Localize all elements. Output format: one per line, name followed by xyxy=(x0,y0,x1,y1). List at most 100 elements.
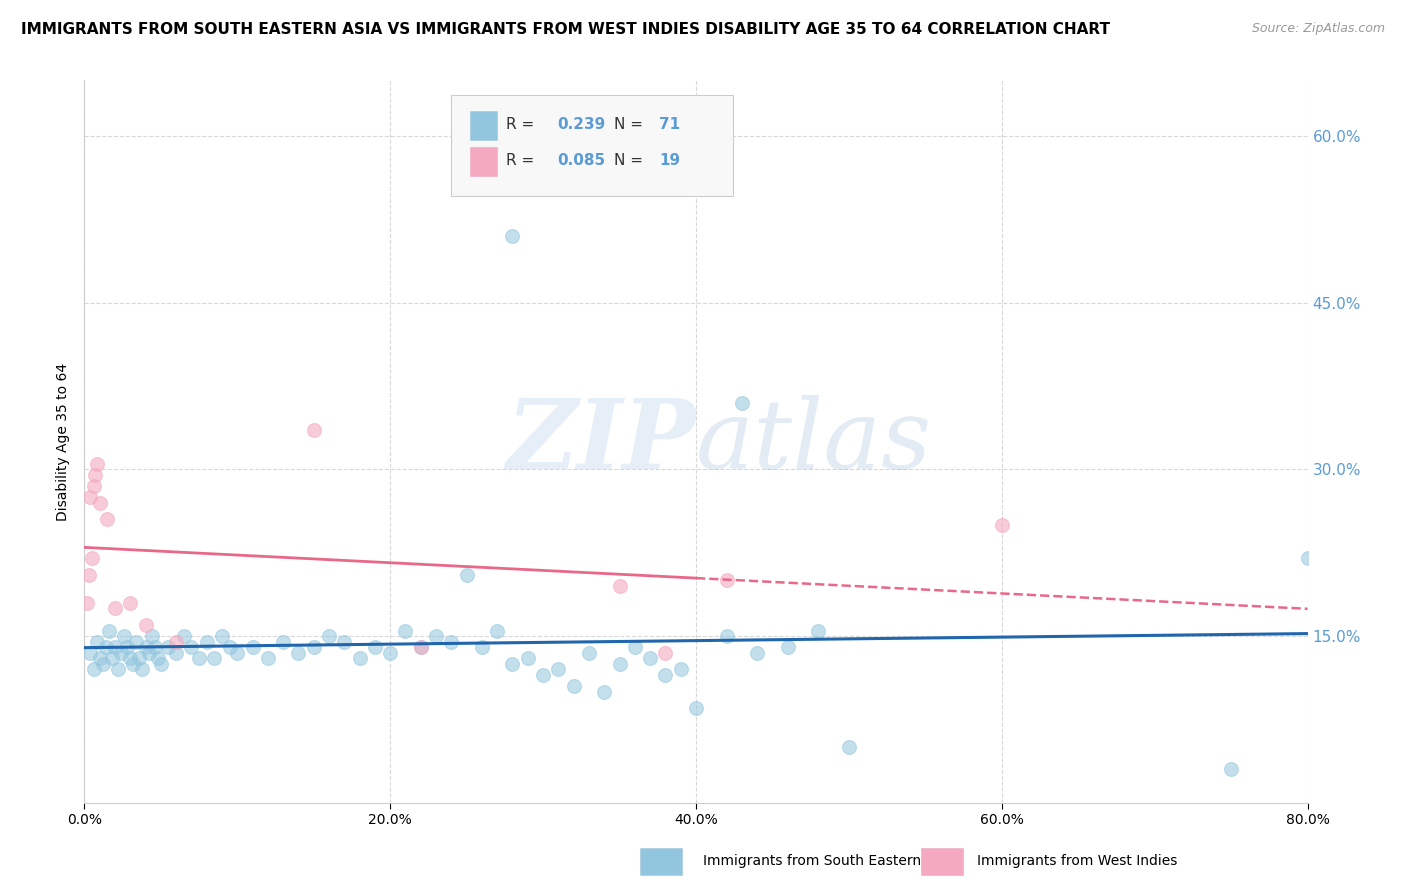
Point xyxy=(669,662,692,676)
Point xyxy=(716,629,738,643)
Y-axis label: Disability Age 35 to 64: Disability Age 35 to 64 xyxy=(56,362,70,521)
Text: Immigrants from South Eastern Asia: Immigrants from South Eastern Asia xyxy=(703,854,955,868)
Text: Source: ZipAtlas.com: Source: ZipAtlas.com xyxy=(1251,22,1385,36)
Point xyxy=(547,662,569,676)
Point xyxy=(96,512,118,526)
Point xyxy=(654,646,676,660)
Text: Immigrants from West Indies: Immigrants from West Indies xyxy=(977,854,1178,868)
Point xyxy=(97,624,120,638)
Point xyxy=(271,634,294,648)
Point xyxy=(77,568,100,582)
Point xyxy=(135,640,157,655)
Point xyxy=(409,640,432,655)
Point xyxy=(76,596,98,610)
Point xyxy=(125,634,148,648)
Point xyxy=(79,646,101,660)
Text: IMMIGRANTS FROM SOUTH EASTERN ASIA VS IMMIGRANTS FROM WEST INDIES DISABILITY AGE: IMMIGRANTS FROM SOUTH EASTERN ASIA VS IM… xyxy=(21,22,1111,37)
Point xyxy=(318,629,340,643)
Point xyxy=(302,640,325,655)
Text: R =: R = xyxy=(506,153,534,168)
Point xyxy=(654,668,676,682)
Point xyxy=(94,640,117,655)
Point xyxy=(807,624,830,638)
Point xyxy=(593,684,616,698)
Point xyxy=(502,657,524,671)
Text: atlas: atlas xyxy=(696,394,932,489)
Point xyxy=(80,551,103,566)
Point xyxy=(838,740,860,755)
Point xyxy=(624,640,647,655)
Text: ZIP: ZIP xyxy=(506,394,696,489)
Bar xyxy=(470,147,496,177)
Point xyxy=(115,640,138,655)
Point xyxy=(83,479,105,493)
Point xyxy=(638,651,661,665)
Text: N =: N = xyxy=(614,153,643,168)
Point xyxy=(165,634,187,648)
Point xyxy=(440,634,463,648)
Point xyxy=(86,634,108,648)
Point xyxy=(157,640,180,655)
Point xyxy=(195,634,218,648)
Point xyxy=(211,629,233,643)
Point xyxy=(173,629,195,643)
Point xyxy=(716,574,738,588)
Point xyxy=(128,651,150,665)
Point xyxy=(86,457,108,471)
Point xyxy=(226,646,249,660)
Text: 0.239: 0.239 xyxy=(558,117,606,132)
Point xyxy=(471,640,494,655)
Point xyxy=(202,651,225,665)
Point xyxy=(149,657,172,671)
Point xyxy=(165,646,187,660)
Point xyxy=(609,657,631,671)
Point xyxy=(120,651,142,665)
Point xyxy=(257,651,280,665)
Point xyxy=(486,624,509,638)
Point xyxy=(218,640,240,655)
Point xyxy=(1296,551,1319,566)
Point xyxy=(122,657,145,671)
Point xyxy=(107,662,129,676)
Point xyxy=(83,662,105,676)
Point xyxy=(516,651,538,665)
Text: N =: N = xyxy=(614,117,643,132)
Point xyxy=(578,646,600,660)
Point xyxy=(302,424,325,438)
Point xyxy=(562,679,585,693)
Point xyxy=(991,517,1014,532)
Point xyxy=(135,618,157,632)
Point xyxy=(141,629,163,643)
Bar xyxy=(470,112,496,140)
Point xyxy=(188,651,211,665)
Point xyxy=(242,640,264,655)
Point xyxy=(287,646,309,660)
Point xyxy=(685,701,707,715)
Point xyxy=(143,640,166,655)
Text: 19: 19 xyxy=(659,153,681,168)
Point xyxy=(104,601,127,615)
Point xyxy=(349,651,371,665)
Point xyxy=(89,496,111,510)
Point xyxy=(531,668,554,682)
Point xyxy=(502,228,524,243)
Point xyxy=(333,634,356,648)
Point xyxy=(456,568,478,582)
Point xyxy=(1220,763,1243,777)
Point xyxy=(112,629,135,643)
Point xyxy=(609,579,631,593)
Point xyxy=(731,395,754,409)
Point xyxy=(180,640,202,655)
Point xyxy=(394,624,416,638)
Point xyxy=(101,651,124,665)
Text: 71: 71 xyxy=(659,117,681,132)
Point xyxy=(747,646,769,660)
Point xyxy=(409,640,432,655)
Point xyxy=(120,596,142,610)
Point xyxy=(89,651,111,665)
Point xyxy=(104,640,127,655)
Point xyxy=(146,651,169,665)
Text: 0.085: 0.085 xyxy=(558,153,606,168)
Point xyxy=(380,646,402,660)
Point xyxy=(91,657,114,671)
